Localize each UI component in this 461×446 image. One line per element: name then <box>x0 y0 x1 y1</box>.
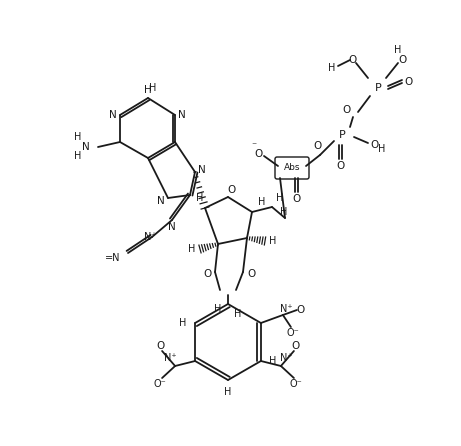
Text: N: N <box>168 222 176 232</box>
Text: O: O <box>227 185 235 195</box>
Text: N⁺: N⁺ <box>279 353 292 363</box>
Text: P: P <box>375 83 381 93</box>
Text: O⁻: O⁻ <box>290 379 302 389</box>
Text: N: N <box>82 142 90 152</box>
Text: N⁺: N⁺ <box>144 232 156 242</box>
Text: H: H <box>276 193 284 203</box>
Text: N: N <box>109 110 117 120</box>
FancyBboxPatch shape <box>275 157 309 179</box>
Text: O: O <box>404 77 412 87</box>
Text: O: O <box>203 269 211 279</box>
Text: N⁺: N⁺ <box>164 353 177 363</box>
Text: H: H <box>258 197 266 207</box>
Text: O⁻: O⁻ <box>154 379 166 389</box>
Text: H: H <box>234 309 242 319</box>
Text: P: P <box>339 130 345 140</box>
Text: N: N <box>157 196 165 206</box>
Text: N: N <box>178 110 186 120</box>
Text: O: O <box>247 269 255 279</box>
Text: H: H <box>188 244 195 254</box>
Text: O: O <box>370 140 378 150</box>
Text: N⁺: N⁺ <box>279 304 292 314</box>
Text: H: H <box>74 132 82 142</box>
Text: H: H <box>394 45 402 55</box>
Text: O: O <box>398 55 406 65</box>
Text: O: O <box>336 161 344 171</box>
Text: H: H <box>280 207 288 217</box>
Text: ⁻: ⁻ <box>251 141 257 151</box>
Text: =N: =N <box>105 253 120 263</box>
Text: H: H <box>269 236 277 246</box>
Text: H: H <box>196 193 204 203</box>
Text: H: H <box>225 387 232 397</box>
Text: O: O <box>313 141 321 151</box>
Text: O: O <box>297 305 305 315</box>
Text: Abs: Abs <box>284 164 300 173</box>
Text: H: H <box>149 83 157 93</box>
Text: O: O <box>348 55 356 65</box>
Text: H: H <box>179 318 187 328</box>
Text: H: H <box>378 144 386 154</box>
Text: H: H <box>74 151 82 161</box>
Text: N: N <box>198 165 206 175</box>
Text: H: H <box>214 304 222 314</box>
Text: O: O <box>292 194 300 204</box>
Text: H: H <box>144 85 152 95</box>
Text: O⁻: O⁻ <box>287 328 299 338</box>
Text: O: O <box>156 341 164 351</box>
Text: O: O <box>342 105 350 115</box>
Text: O: O <box>292 341 300 351</box>
Text: H: H <box>328 63 336 73</box>
Text: H: H <box>269 356 277 366</box>
Text: O: O <box>254 149 262 159</box>
